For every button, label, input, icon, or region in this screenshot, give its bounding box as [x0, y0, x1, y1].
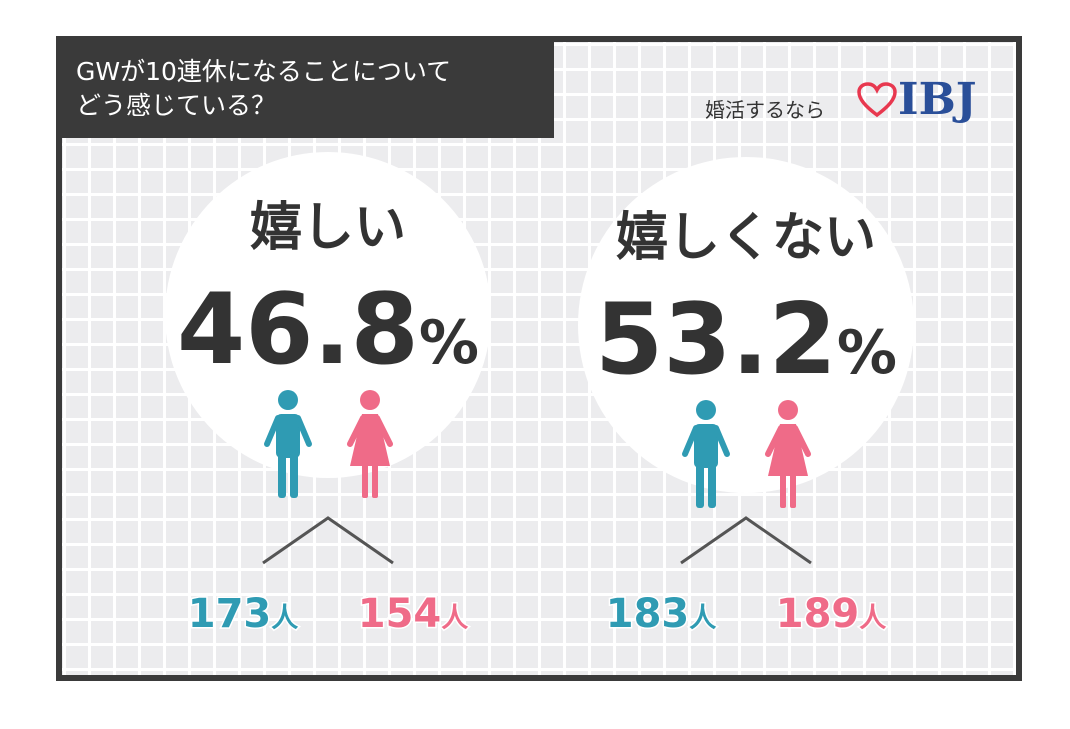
male-figure-icon [264, 390, 312, 498]
male-figure-icon-head [278, 390, 298, 410]
female-figure-icon-leg-left [362, 462, 368, 498]
female-count-unit: 人 [441, 603, 468, 634]
male-figure-icon-torso [694, 424, 718, 468]
result-circle-2 [578, 157, 914, 493]
percent-unit: % [419, 308, 479, 378]
male-figure-icon-arm-right [713, 425, 730, 457]
male-count-value: 173 [188, 591, 272, 637]
percent-label: 53.2% [595, 283, 897, 397]
male-figure-icon-torso [276, 414, 300, 458]
percent-value: 46.8 [177, 273, 419, 387]
male-count-unit: 人 [271, 603, 298, 634]
female-figure-icon-leg-right [372, 462, 378, 498]
heart-icon [857, 82, 897, 118]
male-figure-icon-leg-right [290, 452, 298, 498]
percent-value: 53.2 [595, 283, 837, 397]
male-count: 183人 [606, 591, 717, 637]
result-circle-1 [165, 152, 491, 478]
male-figure-icon-leg-left [696, 462, 704, 508]
male-figure-icon-head [696, 400, 716, 420]
percent-label: 46.8% [177, 273, 479, 387]
male-figure-icon-leg-left [278, 452, 286, 498]
category-label: 嬉しくない [616, 208, 876, 268]
title-box: GWが10連休になることについて どう感じている？ [62, 42, 554, 138]
title-line-1: GWが10連休になることについて [76, 57, 452, 86]
male-figure-icon [682, 400, 730, 508]
logo-brand: IBJ [898, 74, 977, 125]
male-figure-icon-arm-left [264, 415, 281, 447]
female-figure-icon-head [778, 400, 798, 420]
male-figure-icon-arm-right [295, 415, 312, 447]
female-count-unit: 人 [859, 603, 886, 634]
female-count-value: 189 [776, 591, 860, 637]
title-line-2: どう感じている？ [76, 91, 277, 120]
male-count: 173人 [188, 591, 299, 637]
male-count-unit: 人 [689, 603, 716, 634]
female-figure-icon-arm-left [765, 425, 784, 457]
female-figure-icon-leg-left [780, 472, 786, 508]
female-count: 154人 [358, 591, 469, 637]
branch-connector [680, 516, 812, 565]
male-figure-icon-leg-right [708, 462, 716, 508]
female-figure-icon [765, 400, 811, 508]
female-count: 189人 [776, 591, 887, 637]
female-count-value: 154 [358, 591, 442, 637]
percent-unit: % [837, 318, 897, 388]
female-figure-icon-arm-right [792, 425, 811, 457]
female-figure-icon-arm-left [347, 415, 366, 447]
female-figure-icon [347, 390, 393, 498]
logo-tagline: 婚活するなら [705, 98, 825, 122]
category-label: 嬉しい [250, 198, 406, 258]
female-figure-icon-head [360, 390, 380, 410]
branch-connector [262, 516, 394, 565]
male-count-value: 183 [606, 591, 690, 637]
male-figure-icon-arm-left [682, 425, 699, 457]
female-figure-icon-arm-right [374, 415, 393, 447]
female-figure-icon-leg-right [790, 472, 796, 508]
